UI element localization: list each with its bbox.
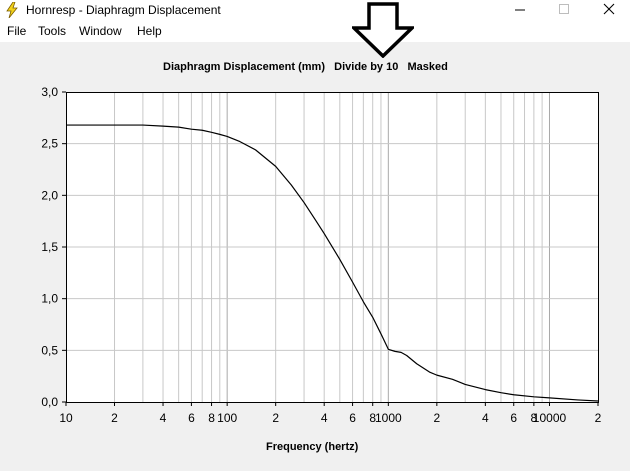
x-tick-label: 2	[111, 411, 118, 425]
x-tick-label: 6	[510, 411, 517, 425]
menu-tools[interactable]: Tools	[38, 24, 67, 38]
x-tick-label: 4	[482, 411, 489, 425]
close-button[interactable]	[587, 0, 630, 20]
minimize-icon	[515, 9, 525, 11]
title-bar[interactable]: Hornresp - Diaphragm Displacement	[0, 0, 630, 20]
x-tick-label: 8	[369, 411, 376, 425]
menu-file[interactable]: File	[7, 24, 27, 38]
y-tick-label: 1,5	[41, 240, 58, 254]
x-tick-label: 4	[160, 411, 167, 425]
y-tick-label: 0,0	[41, 395, 58, 409]
y-tick-label: 1,0	[41, 292, 58, 306]
x-tick-label: 1000	[375, 411, 402, 425]
x-tick-label: 8	[531, 411, 538, 425]
close-icon	[603, 3, 615, 15]
x-tick-label: 6	[349, 411, 356, 425]
x-axis-label: Frequency (hertz)	[266, 441, 359, 453]
y-tick-label: 2,5	[41, 137, 58, 151]
x-tick-label: 10	[59, 411, 73, 425]
down-arrow-icon	[352, 2, 414, 58]
lightning-bolt-icon	[6, 2, 18, 18]
chart-title: Diaphragm Displacement (mm) Divide by 10…	[163, 61, 448, 73]
x-tick-label: 10000	[533, 411, 567, 425]
x-tick-label: 8	[208, 411, 215, 425]
x-tick-label: 2	[272, 411, 279, 425]
x-tick-label: 6	[188, 411, 195, 425]
x-tick-label: 2	[433, 411, 440, 425]
x-tick-label: 4	[321, 411, 328, 425]
plot-border	[66, 92, 599, 403]
window-title: Hornresp - Diaphragm Displacement	[26, 3, 221, 17]
y-tick-label: 2,0	[41, 188, 58, 202]
y-tick-label: 0,5	[41, 343, 58, 357]
x-tick-label: 2	[595, 411, 602, 425]
maximize-icon	[559, 4, 569, 14]
minimize-button[interactable]	[497, 0, 543, 20]
x-tick-label: 100	[217, 411, 237, 425]
displacement-series-line	[66, 124, 599, 402]
menu-bar: File Tools Window Help	[0, 20, 630, 42]
menu-help[interactable]: Help	[137, 24, 162, 38]
maximize-button[interactable]	[541, 0, 587, 20]
y-tick-label: 3,0	[41, 85, 58, 99]
menu-window[interactable]: Window	[79, 24, 122, 38]
